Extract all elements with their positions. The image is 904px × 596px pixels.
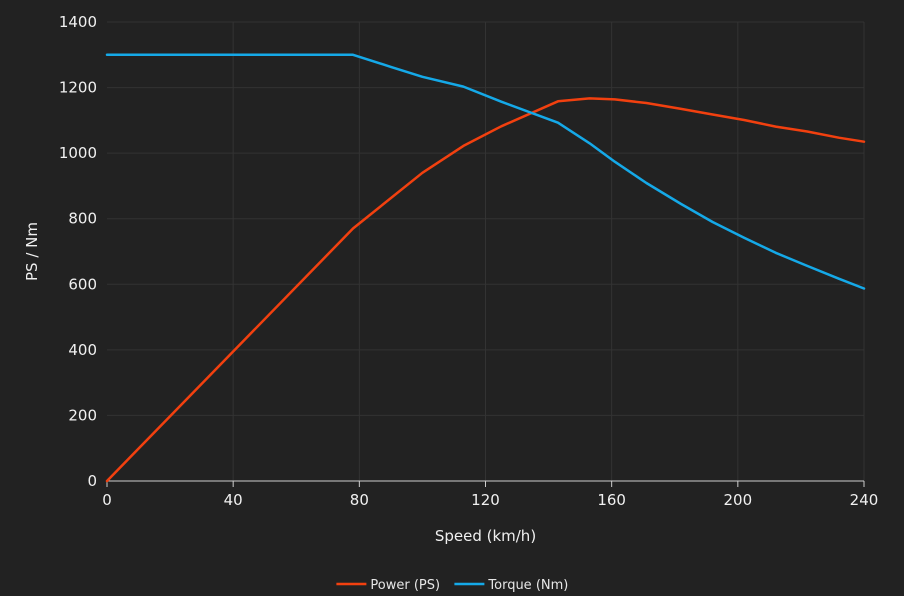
series-line-power [105,97,866,483]
legend-item-power[interactable]: Power (PS) [336,578,440,593]
y-tick-label: 200 [68,406,97,424]
y-tick-label: 1000 [59,144,97,162]
y-tick-label: 400 [68,341,97,359]
series-line-torque [105,53,866,290]
y-tick-label: 600 [68,275,97,293]
axes: 0 200 400 600 800 1000 1200 1400 0 40 80 120 160 200 2… [59,13,879,509]
x-tick-label: 0 [102,491,112,509]
legend[interactable]: Power (PS) Torque (Nm) [336,578,568,593]
x-tick-label: 160 [597,491,626,509]
x-tick-label: 80 [350,491,369,509]
series [105,53,866,483]
y-tick-label: 800 [68,210,97,228]
x-tick-label: 40 [224,491,243,509]
y-axis-title: PS / Nm [23,222,41,281]
legend-label: Power (PS) [370,578,440,593]
x-tick-label: 240 [850,491,879,509]
grid [107,21,865,481]
legend-item-torque[interactable]: Torque (Nm) [454,578,568,593]
y-tick-label: 1400 [59,13,97,31]
x-tick-label: 200 [724,491,753,509]
legend-label: Torque (Nm) [487,578,568,593]
y-tick-label: 0 [87,472,97,490]
x-axis-title: Speed (km/h) [435,527,536,545]
x-tick-label: 120 [471,491,500,509]
y-tick-label: 1200 [59,79,97,97]
